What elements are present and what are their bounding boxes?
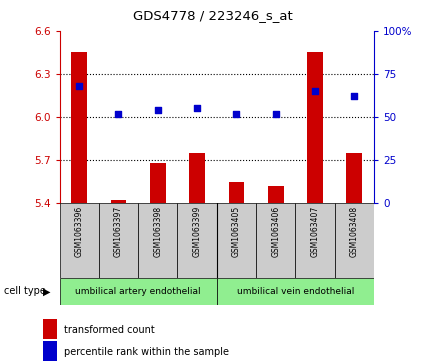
Text: transformed count: transformed count	[64, 325, 155, 335]
Text: GSM1063408: GSM1063408	[350, 205, 359, 257]
Text: GSM1063407: GSM1063407	[311, 205, 320, 257]
Bar	[60, 203, 99, 278]
Bar	[60, 278, 217, 305]
Text: percentile rank within the sample: percentile rank within the sample	[64, 347, 229, 357]
Text: GSM1063405: GSM1063405	[232, 205, 241, 257]
Point	[312, 88, 318, 94]
Text: GDS4778 / 223246_s_at: GDS4778 / 223246_s_at	[133, 9, 292, 22]
Bar	[189, 153, 205, 203]
Bar	[346, 153, 362, 203]
Point	[272, 111, 279, 117]
Bar	[295, 203, 335, 278]
Bar	[217, 203, 256, 278]
Bar	[256, 203, 295, 278]
Point	[194, 106, 201, 111]
Point	[115, 111, 122, 117]
Bar	[268, 186, 283, 203]
Text: GSM1063399: GSM1063399	[193, 205, 201, 257]
Bar	[217, 278, 374, 305]
Text: GSM1063396: GSM1063396	[75, 205, 84, 257]
Point	[351, 93, 358, 99]
Bar	[71, 52, 87, 203]
Text: GSM1063398: GSM1063398	[153, 205, 162, 257]
Text: cell type: cell type	[4, 286, 46, 296]
Point	[233, 111, 240, 117]
Point	[76, 83, 82, 89]
Text: GSM1063406: GSM1063406	[271, 205, 280, 257]
Point	[154, 107, 161, 113]
Text: ▶: ▶	[42, 286, 50, 296]
Text: umbilical artery endothelial: umbilical artery endothelial	[75, 287, 201, 296]
Bar	[178, 203, 217, 278]
Bar	[335, 203, 374, 278]
Bar	[99, 203, 138, 278]
Text: umbilical vein endothelial: umbilical vein endothelial	[237, 287, 354, 296]
Bar	[150, 163, 166, 203]
Bar	[307, 52, 323, 203]
Text: GSM1063397: GSM1063397	[114, 205, 123, 257]
Bar	[229, 182, 244, 203]
Bar	[110, 200, 126, 203]
Bar	[138, 203, 178, 278]
